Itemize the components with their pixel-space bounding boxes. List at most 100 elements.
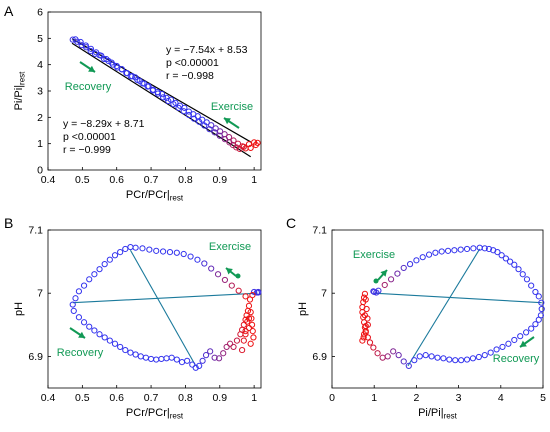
data-point [134, 76, 141, 84]
y-tick-label: 7 [321, 288, 327, 300]
data-point [221, 136, 229, 143]
data-point [395, 352, 402, 359]
recovery-label: Recovery [57, 347, 104, 359]
data-point [469, 355, 477, 362]
y-axis-label: pH [297, 302, 309, 316]
data-point [216, 132, 223, 139]
data-point [245, 315, 253, 322]
data-point [240, 337, 247, 344]
data-point [111, 252, 119, 259]
data-point [359, 337, 366, 344]
data-point [189, 361, 196, 368]
data-point [511, 261, 518, 268]
data-point [153, 356, 160, 363]
data-point [96, 331, 103, 338]
data-point [75, 314, 83, 321]
panel-letter: C [286, 215, 296, 231]
data-point [444, 247, 452, 254]
data-point [113, 62, 120, 70]
data-point [137, 353, 144, 360]
data-point [117, 249, 124, 256]
data-point [498, 252, 505, 259]
data-point [221, 276, 229, 284]
exercise-arrow-head [380, 270, 387, 277]
data-point [158, 355, 165, 363]
data-point [381, 281, 388, 289]
data-point [211, 129, 218, 136]
data-point [405, 362, 412, 369]
exercise-arrow-head [224, 118, 231, 125]
data-point [458, 357, 465, 364]
fit1-annotation: p <0.00001 [166, 57, 219, 69]
data-point [166, 249, 174, 256]
data-point [255, 289, 262, 296]
y-tick-label: 7 [37, 288, 43, 300]
data-point [187, 253, 194, 260]
data-point [400, 264, 407, 272]
data-point [75, 288, 83, 295]
data-point [147, 355, 155, 363]
data-point [242, 316, 249, 323]
data-point [208, 265, 215, 272]
exercise-arrow-dot [373, 278, 379, 284]
data-point [165, 97, 172, 105]
data-point [178, 358, 186, 366]
data-point [86, 323, 93, 330]
data-point [239, 346, 246, 354]
data-point [528, 282, 535, 289]
data-point [390, 348, 397, 355]
data-point [245, 302, 253, 309]
data-point [411, 357, 418, 364]
data-point [375, 287, 382, 294]
fit2-annotation: r = −0.999 [63, 144, 111, 156]
x-tick-label: 3 [456, 392, 462, 404]
data-point [419, 254, 426, 261]
exercise-label: Exercise [209, 241, 251, 253]
data-point [517, 333, 524, 340]
data-point [106, 337, 113, 344]
recovery-arrow-head [78, 331, 85, 338]
data-point [366, 339, 374, 346]
chord-line-1 [374, 292, 542, 304]
data-point [387, 276, 395, 283]
data-point [457, 246, 464, 253]
panel-A: A 0.4 0.5 0.6 0.7 0.8 0.9 1 0 1 2 3 4 5 6 PCr/PCr|rest P… [4, 3, 262, 203]
x-tick-label: 0.9 [212, 174, 227, 186]
data-point [246, 296, 254, 303]
fit1-annotation: y = −7.54x + 8.53 [166, 44, 248, 56]
data-point [506, 258, 514, 265]
data-point [149, 87, 156, 94]
exercise-arrow-head [226, 268, 233, 275]
data-point [170, 101, 177, 108]
data-point [80, 319, 88, 326]
data-point [139, 245, 146, 252]
data-point [127, 243, 134, 251]
data-point [428, 353, 435, 360]
data-point [72, 36, 79, 43]
data-point [91, 327, 98, 334]
data-point [70, 307, 77, 314]
x-axis-label: PCr/PCr|rest [126, 407, 184, 421]
data-point [233, 337, 241, 344]
data-point [248, 321, 256, 328]
data-point [117, 343, 124, 351]
data-point [153, 247, 160, 254]
data-point [202, 352, 210, 359]
data-point [240, 321, 247, 328]
data-point [361, 312, 369, 319]
y-tick-label: 4 [37, 59, 43, 71]
data-point [499, 343, 506, 351]
data-point [69, 301, 76, 308]
data-point [251, 288, 258, 296]
data-point [364, 321, 371, 328]
fit1-annotation: r = −0.998 [166, 70, 214, 82]
x-tick-label: 0.4 [41, 174, 56, 186]
data-point [251, 139, 258, 146]
data-point [242, 293, 249, 300]
data-point [485, 245, 493, 253]
data-point [470, 245, 477, 252]
data-point [201, 122, 208, 129]
data-point [190, 115, 198, 122]
data-point [538, 305, 545, 313]
